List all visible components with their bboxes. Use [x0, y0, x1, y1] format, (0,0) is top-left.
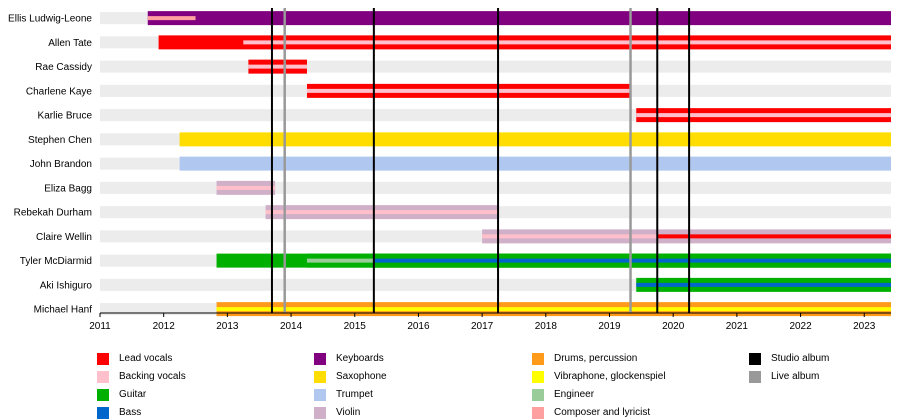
- bar-claire-wellin-backing-vocals: [482, 234, 658, 239]
- bar-tyler-mcdiarmid-engineer: [306, 258, 374, 263]
- legend-swatch: [532, 370, 544, 383]
- legend-label: Violin: [336, 407, 361, 418]
- legend-label: Engineer: [554, 389, 595, 400]
- member-name: Ellis Ludwig-Leone: [8, 14, 92, 25]
- legend-swatch: [749, 370, 761, 383]
- legend-item-saxophone: Saxophone: [314, 370, 387, 383]
- x-tick-label: 2016: [407, 321, 430, 332]
- x-tick-label: 2018: [535, 321, 558, 332]
- bar-ellis-ludwig-leone-composer-and-lyricist: [147, 16, 196, 21]
- legend: Lead vocals Backing vocals Guitar Bass Keybo…: [97, 352, 897, 420]
- member-name: Aki Ishiguro: [40, 280, 93, 291]
- legend-swatch: [314, 352, 326, 365]
- member-name: Claire Wellin: [36, 232, 92, 243]
- x-tick-label: 2019: [598, 321, 621, 332]
- bar-rebekah-durham-backing-vocals: [265, 210, 499, 215]
- bar-rae-cassidy-backing-vocals: [248, 64, 307, 69]
- album-lines: [270, 8, 691, 313]
- x-tick-label: 2023: [853, 321, 876, 332]
- legend-label: Drums, percussion: [554, 353, 638, 364]
- x-tick-label: 2022: [789, 321, 812, 332]
- legend-label: Guitar: [119, 389, 147, 400]
- member-bars: [147, 11, 892, 317]
- member-names: Ellis Ludwig-Leone Allen Tate Rae Cassidy C…: [8, 14, 92, 316]
- x-tick-label: 2014: [280, 321, 303, 332]
- legend-item-bass: Bass: [97, 406, 141, 419]
- legend-item-studio-album: Studio album: [749, 352, 829, 365]
- legend-swatch: [97, 406, 109, 419]
- legend-label: Backing vocals: [119, 371, 186, 382]
- legend-swatch: [314, 370, 326, 383]
- legend-swatch: [532, 352, 544, 365]
- bar-karlie-bruce-backing-vocals: [636, 113, 891, 118]
- x-tick-label: 2011: [89, 321, 111, 332]
- bar-michael-hanf-vibraphone-glockenspiel: [216, 307, 891, 312]
- legend-label: Vibraphone, glockenspiel: [554, 371, 666, 382]
- legend-item-violin: Violin: [314, 406, 360, 419]
- x-tick-label: 2021: [726, 321, 749, 332]
- legend-swatch: [314, 388, 326, 401]
- legend-label: Composer and lyricist: [554, 407, 651, 418]
- legend-label: Trumpet: [336, 389, 373, 400]
- legend-swatch: [97, 352, 109, 365]
- legend-item-vibraphone-glockenspiel: Vibraphone, glockenspiel: [532, 370, 666, 383]
- bar-stephen-chen-saxophone: [179, 132, 891, 147]
- bar-john-brandon-trumpet: [179, 156, 891, 171]
- legend-swatch: [532, 388, 544, 401]
- legend-item-drums-percussion: Drums, percussion: [532, 352, 637, 365]
- member-name: Charlene Kaye: [26, 86, 93, 97]
- x-tick-label: 2012: [153, 321, 176, 332]
- legend-item-guitar: Guitar: [97, 388, 146, 401]
- member-name: Rae Cassidy: [35, 62, 92, 73]
- bar-eliza-bagg-backing-vocals: [216, 185, 276, 190]
- x-tick-label: 2013: [216, 321, 239, 332]
- legend-item-backing-vocals: Backing vocals: [97, 370, 186, 383]
- legend-item-trumpet: Trumpet: [314, 388, 373, 401]
- legend-swatch: [314, 406, 326, 419]
- legend-label: Bass: [119, 407, 142, 418]
- row-stripe: [100, 60, 891, 73]
- legend-item-engineer: Engineer: [532, 388, 594, 401]
- legend-swatch: [532, 406, 544, 419]
- legend-label: Live album: [771, 371, 820, 382]
- bar-aki-ishiguro-bass: [636, 282, 891, 287]
- x-axis: 2011 2012 2013 2014 2015 2016 2017 2018 2019 2020…: [89, 312, 891, 332]
- member-name: Karlie Bruce: [38, 111, 93, 122]
- legend-label: Saxophone: [336, 371, 387, 382]
- legend-item-lead-vocals: Lead vocals: [97, 352, 172, 365]
- bar-tyler-mcdiarmid-bass: [373, 258, 891, 263]
- member-name: Stephen Chen: [28, 135, 92, 146]
- timeline-chart: Ellis Ludwig-Leone Allen Tate Rae Cassidy C…: [8, 8, 892, 332]
- member-name: Rebekah Durham: [14, 208, 92, 219]
- x-tick-label: 2020: [662, 321, 685, 332]
- member-name: John Brandon: [30, 159, 92, 170]
- legend-item-live-album: Live album: [749, 370, 819, 383]
- bar-claire-wellin-lead-vocals: [657, 234, 891, 239]
- legend-swatch: [749, 352, 761, 365]
- bar-allen-tate-backing-vocals: [243, 40, 891, 45]
- x-tick-label: 2017: [471, 321, 494, 332]
- member-name: Allen Tate: [48, 38, 92, 49]
- legend-swatch: [97, 388, 109, 401]
- member-name: Michael Hanf: [34, 305, 93, 316]
- bar-charlene-kaye-backing-vocals: [306, 88, 631, 93]
- legend-label: Studio album: [771, 353, 830, 364]
- legend-item-composer-and-lyricist: Composer and lyricist: [532, 406, 650, 419]
- member-name: Eliza Bagg: [44, 183, 92, 194]
- legend-label: Lead vocals: [119, 353, 173, 364]
- x-tick-label: 2015: [344, 321, 367, 332]
- legend-item-keyboards: Keyboards: [314, 352, 384, 365]
- legend-swatch: [97, 370, 109, 383]
- legend-label: Keyboards: [336, 353, 384, 364]
- bar-ellis-ludwig-leone-keyboards: [147, 11, 892, 26]
- row-stripe: [100, 181, 891, 194]
- member-name: Tyler McDiarmid: [20, 256, 92, 267]
